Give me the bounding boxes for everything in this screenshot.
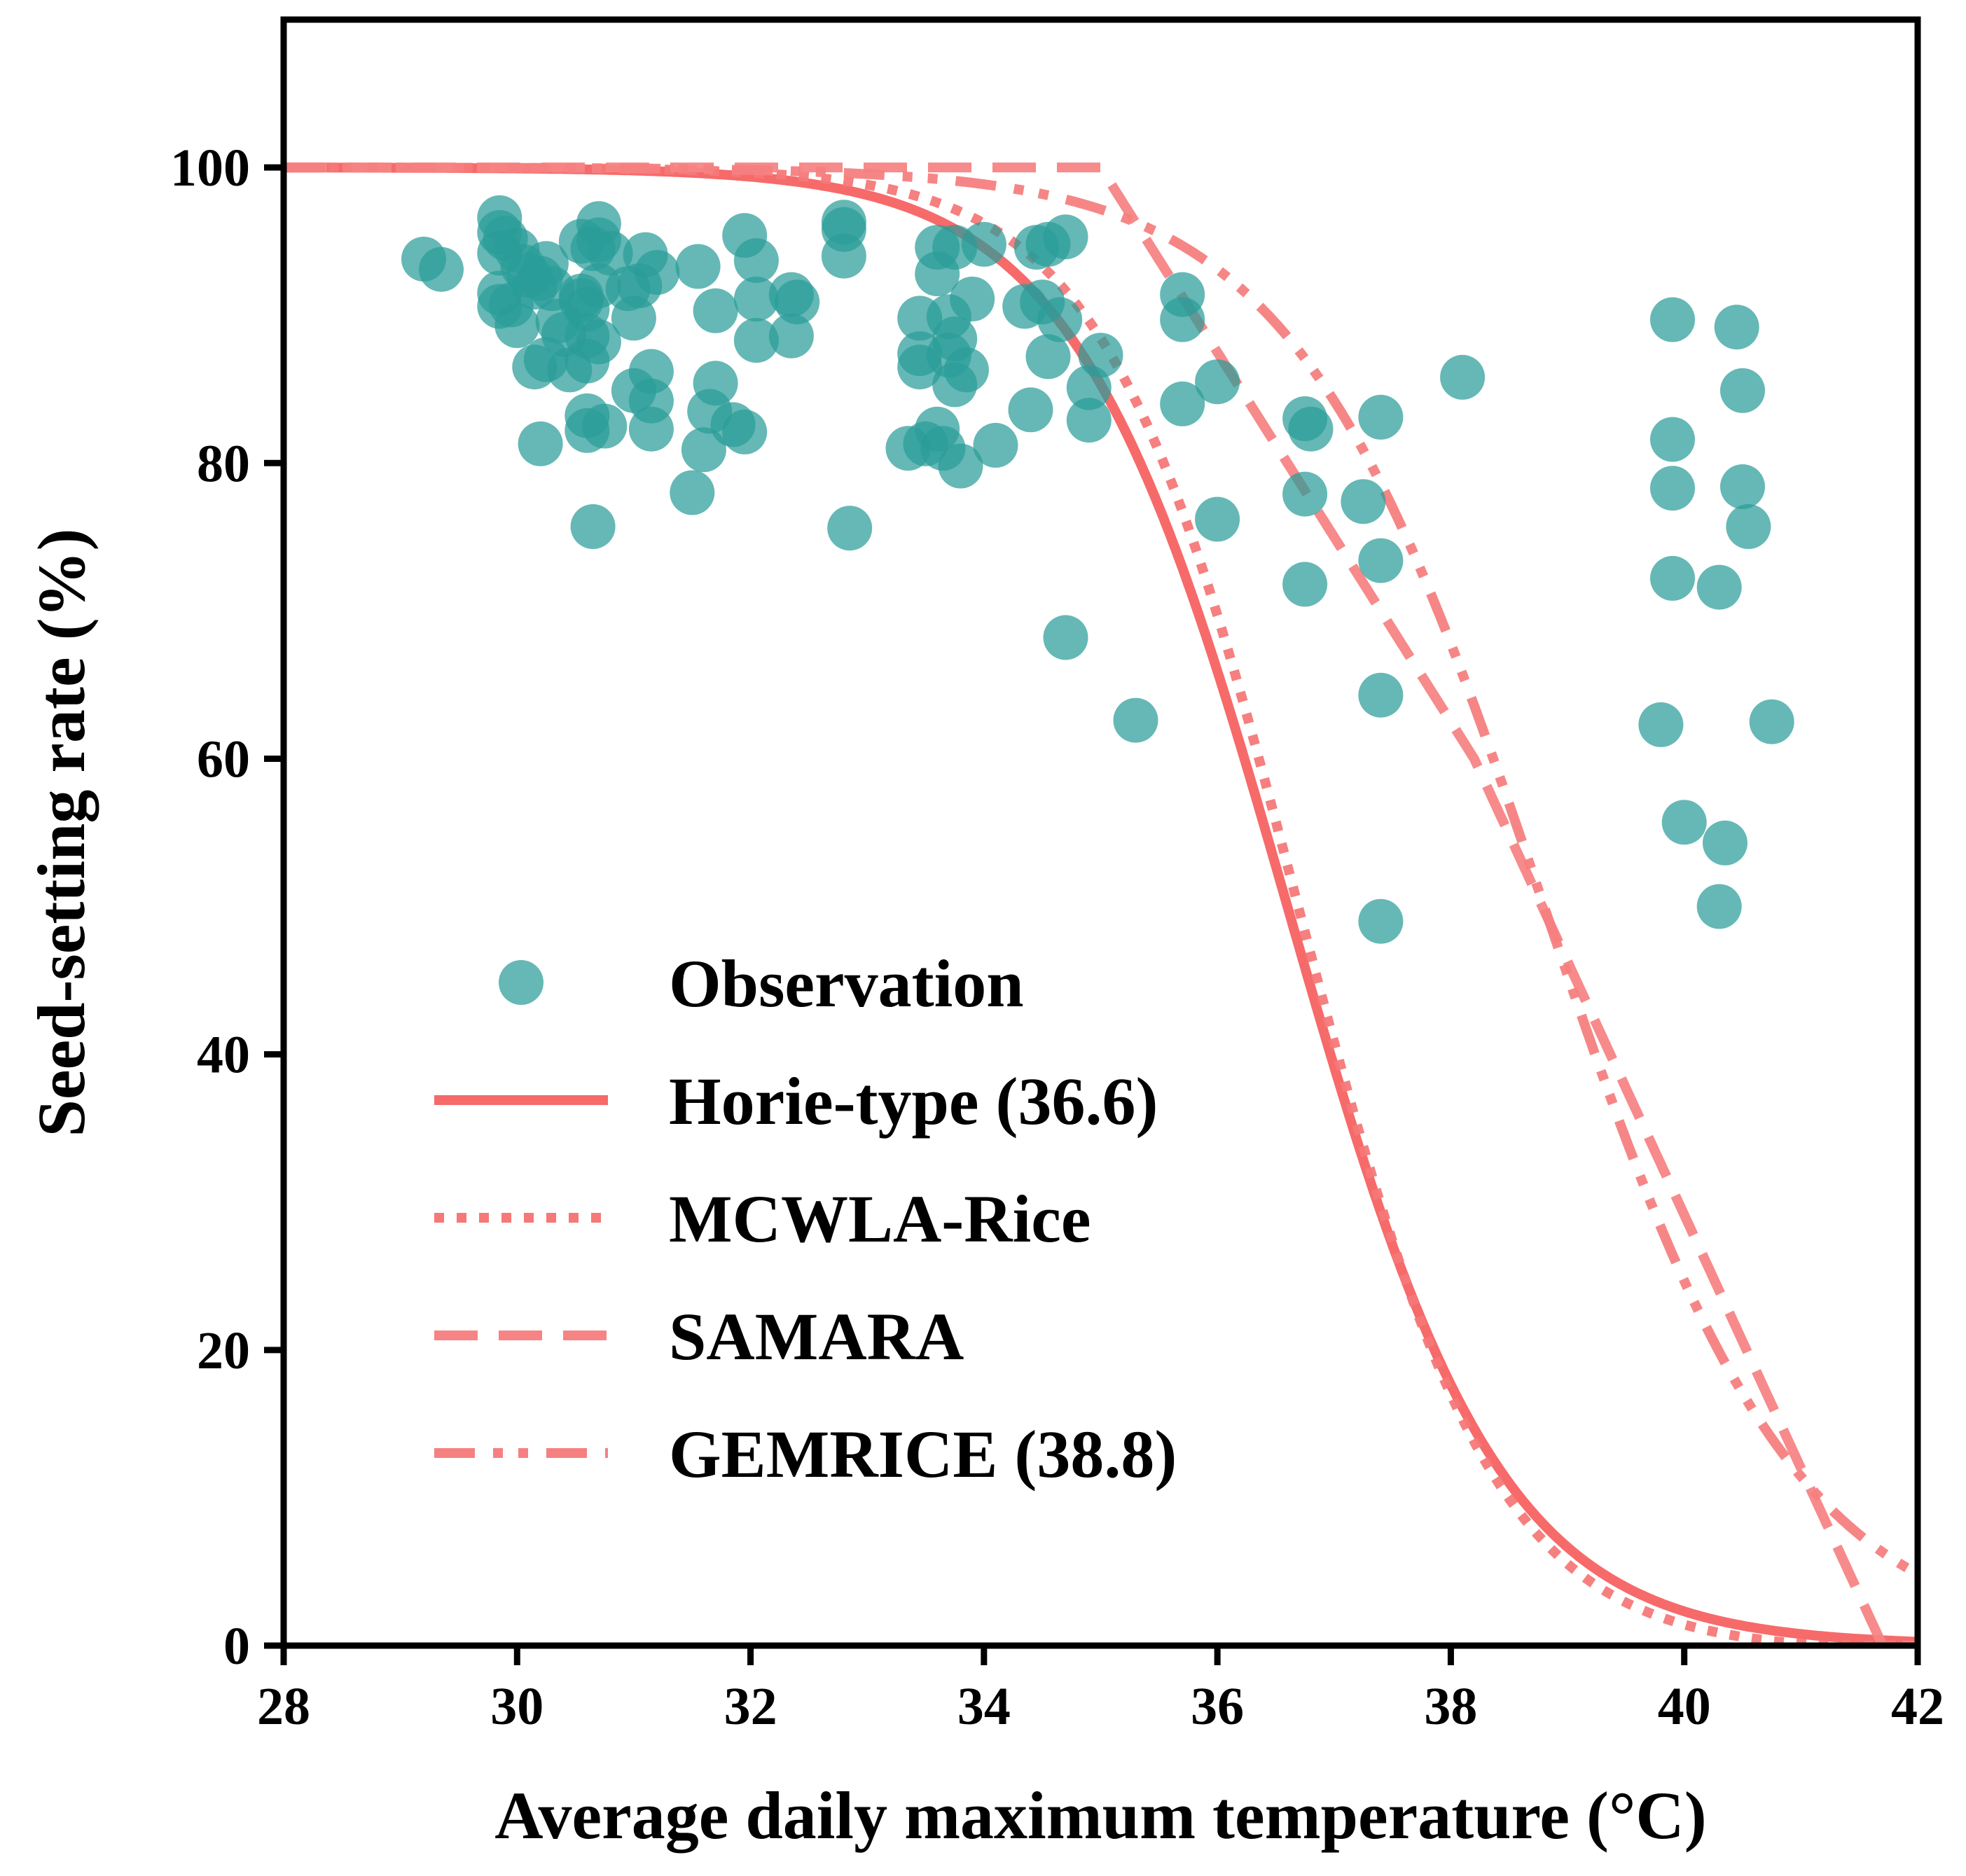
observation-point	[1008, 387, 1053, 433]
observation-point	[518, 421, 563, 466]
x-tick-label: 38	[1424, 1677, 1477, 1736]
legend: Observation Horie-type (36.6) MCWLA-Rice SA…	[434, 946, 1177, 1492]
curve-samara	[284, 162, 1918, 1646]
legend-label-horie: Horie-type (36.6)	[669, 1064, 1158, 1139]
observation-point	[1288, 406, 1334, 452]
observation-point	[670, 470, 715, 515]
legend-label-mcwla: MCWLA-Rice	[669, 1181, 1091, 1256]
observation-point	[1282, 562, 1328, 607]
observation-point	[588, 230, 633, 276]
observation-point	[1066, 398, 1112, 443]
observation-point	[1638, 702, 1684, 747]
observation-point	[775, 279, 820, 325]
x-tick-label: 36	[1191, 1677, 1244, 1736]
observation-point	[1025, 334, 1071, 380]
observation-point	[1358, 538, 1404, 583]
observation-point	[1160, 381, 1205, 426]
observation-point	[1696, 564, 1742, 610]
x-tick-label: 42	[1891, 1677, 1944, 1736]
observation-point	[973, 422, 1018, 468]
x-tick-label: 34	[957, 1677, 1011, 1736]
observation-point	[961, 221, 1006, 267]
observation-point	[1703, 820, 1747, 866]
observation-point	[494, 303, 540, 348]
observation-point	[1440, 354, 1486, 400]
y-axis: 0 20 40 60 80 100	[170, 139, 284, 1676]
observation-point	[1358, 394, 1404, 440]
observation-point	[582, 403, 628, 449]
x-tick-label: 32	[724, 1677, 777, 1736]
observation-point	[1720, 368, 1765, 413]
observation-point	[1696, 884, 1742, 929]
observation-point	[628, 406, 674, 452]
observation-point	[1661, 800, 1707, 845]
observation-point	[576, 319, 621, 365]
observation-point	[1650, 297, 1695, 342]
y-tick-label: 20	[197, 1321, 250, 1380]
observation-point	[827, 506, 873, 551]
observation-point	[1726, 504, 1771, 549]
observation-point	[675, 244, 721, 289]
observation-point	[693, 361, 738, 406]
observation-point	[1078, 333, 1123, 378]
x-tick-label: 30	[490, 1677, 544, 1736]
y-tick-label: 40	[197, 1026, 250, 1085]
legend-label-observation: Observation	[669, 946, 1024, 1021]
curve-gemrice	[284, 162, 1918, 1578]
observation-point	[1714, 305, 1759, 350]
legend-marker-observation	[499, 960, 544, 1005]
y-tick-label: 0	[223, 1617, 250, 1676]
observation-point	[1358, 898, 1404, 944]
observation-point	[570, 504, 616, 549]
observation-point	[722, 409, 768, 454]
observation-point	[1650, 555, 1695, 601]
observation-point	[1043, 615, 1088, 660]
observation-point	[1043, 214, 1088, 260]
observation-point	[768, 313, 814, 359]
legend-label-gemrice: GEMRICE (38.8)	[669, 1417, 1177, 1492]
observation-point	[733, 238, 779, 284]
observation-point	[950, 277, 995, 321]
y-tick-label: 60	[197, 730, 250, 788]
observation-point	[1195, 496, 1240, 542]
observation-point	[1749, 699, 1794, 744]
observation-point	[1358, 672, 1404, 718]
plot-frame	[280, 16, 1921, 1649]
legend-label-samara: SAMARA	[669, 1299, 964, 1374]
observation-point	[635, 250, 680, 295]
observation-point	[733, 318, 779, 363]
x-tick-label: 40	[1658, 1677, 1711, 1736]
observation-point	[1113, 697, 1158, 743]
x-axis-title: Average daily maximum temperature (°C)	[494, 1778, 1706, 1853]
observation-point	[693, 288, 738, 333]
observation-point	[1720, 464, 1765, 509]
observation-point	[733, 277, 779, 321]
observation-point	[681, 427, 726, 473]
observation-point	[1195, 359, 1240, 405]
observation-point	[1282, 471, 1328, 517]
x-tick-label: 28	[257, 1677, 310, 1736]
x-axis: 28 30 32 34 36 38 40 42	[257, 1646, 1944, 1736]
observation-point	[1341, 479, 1386, 524]
observation-point	[419, 246, 464, 292]
observation-point	[938, 443, 983, 489]
observation-points	[401, 195, 1794, 944]
y-tick-label: 100	[170, 139, 250, 197]
observation-point	[1160, 297, 1205, 342]
y-tick-label: 80	[197, 434, 250, 493]
observation-point	[821, 233, 866, 279]
y-axis-title: Seed-setting rate (%)	[24, 528, 99, 1137]
observation-point	[1650, 466, 1695, 511]
observation-point	[943, 347, 989, 393]
observation-point	[1037, 297, 1083, 342]
observation-point	[1650, 417, 1695, 462]
